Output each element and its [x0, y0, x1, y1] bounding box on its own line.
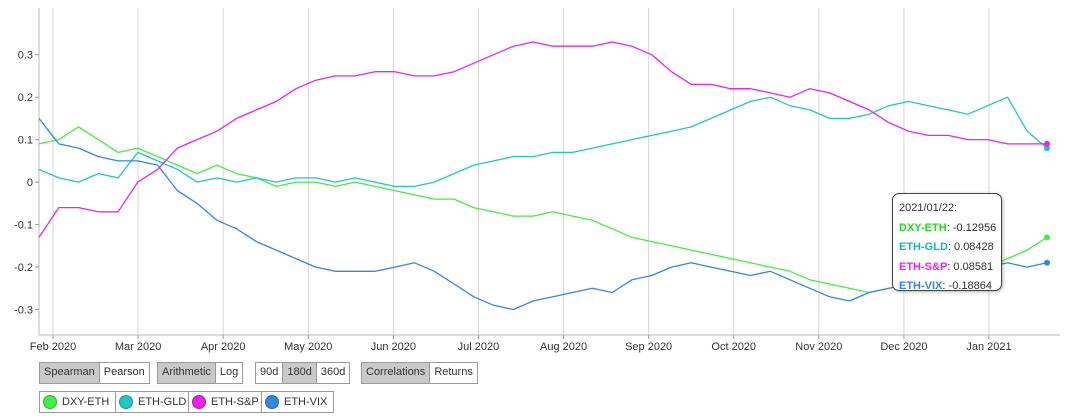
window-180d-button[interactable]: 180d [283, 363, 317, 383]
x-axis-ticks: Feb 2020 Mar 2020 Apr 2020 May 2020 Jun 2020… [30, 335, 1012, 353]
x-tick-label: Mar 2020 [115, 341, 161, 353]
spearman-button[interactable]: Spearman [40, 363, 100, 383]
x-tick-label: Jun 2020 [371, 341, 416, 353]
tooltip-date: 2021/01/22: [899, 202, 958, 214]
x-tick-label: Oct 2020 [711, 341, 756, 353]
log-button[interactable]: Log [219, 366, 239, 378]
series-line-eth-gld [38, 96, 1048, 188]
y-tick-label: -0.3 [14, 305, 33, 317]
chart-tooltip: 2021/01/22: DXY-ETH: -0.12956 ETH-GLD: 0… [892, 193, 1002, 292]
series-line-eth-s-p [38, 41, 1047, 238]
x-tick-label: Jul 2020 [458, 341, 500, 353]
scale-toggle: Arithmetic Log [157, 362, 244, 384]
correlation-method-toggle: Spearman Pearson [39, 362, 150, 384]
legend-item-eth-gld[interactable]: ETH-GLD [115, 391, 194, 413]
tooltip-series-value: 0.08428 [954, 241, 994, 253]
legend-item-eth-vix[interactable]: ETH-VIX [261, 391, 335, 413]
legend-label: ETH-GLD [138, 396, 187, 408]
view-toggle: Correlations Returns [361, 362, 478, 384]
tooltip-series-name: ETH-VIX [899, 280, 943, 292]
x-tick-label: May 2020 [284, 341, 332, 353]
y-tick-label: -0.1 [14, 220, 33, 232]
pearson-button[interactable]: Pearson [103, 366, 145, 378]
tooltip-series-name: DXY-ETH [899, 221, 947, 234]
y-tick-label: 0.2 [18, 92, 33, 104]
arithmetic-button[interactable]: Arithmetic [158, 363, 216, 383]
window-90d-button[interactable]: 90d [256, 363, 284, 383]
legend-item-eth-sp[interactable]: ETH-S&P [188, 391, 266, 413]
x-tick-label: Apr 2020 [201, 341, 246, 353]
y-axis-ticks: 0.3 0.2 0.1 0 -0.1 -0.2 -0.3 [14, 50, 39, 317]
window-toggle: 90d 180d 360d [255, 362, 351, 384]
window-360d-button[interactable]: 360d [320, 366, 346, 378]
y-tick-label: 0 [27, 177, 33, 189]
y-tick-label: -0.2 [14, 262, 33, 274]
tooltip-series-value: 0.08581 [953, 260, 994, 273]
correlation-chart: 0.3 0.2 0.1 0 -0.1 -0.2 -0.3 Feb 2020 Mar 2020 A… [14, 8, 1060, 353]
series-end-marker-eth-vix [1044, 259, 1050, 266]
chart-series [38, 41, 1048, 311]
series-end-markers [1044, 140, 1050, 266]
x-tick-label: Aug 2020 [540, 341, 587, 353]
legend-color-dot [192, 395, 206, 409]
correlations-button[interactable]: Correlations [362, 363, 431, 383]
tooltip-series-name: ETH-GLD [899, 241, 948, 253]
legend-label: ETH-VIX [284, 396, 328, 408]
y-tick-label: 0.3 [18, 50, 33, 62]
series-end-marker-eth-s-p [1044, 140, 1050, 147]
legend-color-dot [119, 395, 133, 409]
x-tick-label: Dec 2020 [880, 341, 927, 353]
tooltip-series-name: ETH-S&P [899, 260, 948, 273]
returns-button[interactable]: Returns [434, 366, 473, 378]
tooltip-row-eth-gld: ETH-GLD: 0.08428 [899, 241, 994, 253]
legend-label: ETH-S&P [211, 396, 259, 408]
legend-item-dxy-eth[interactable]: DXY-ETH [39, 391, 117, 413]
series-end-marker-eth-gld [1044, 145, 1050, 152]
tooltip-series-value: -0.12956 [952, 221, 997, 234]
tooltip-row-dxy-eth: DXY-ETH: -0.12956 [899, 221, 997, 234]
legend-color-dot [43, 395, 57, 409]
x-tick-label: Sep 2020 [625, 341, 672, 353]
x-tick-label: Feb 2020 [30, 341, 76, 353]
tooltip-row-eth-vix: ETH-VIX: -0.18864 [899, 280, 992, 292]
legend-label: DXY-ETH [62, 396, 110, 408]
tooltip-row-eth-sp: ETH-S&P: 0.08581 [899, 260, 994, 273]
series-line-eth-vix [38, 118, 1048, 311]
x-tick-label: Nov 2020 [795, 341, 842, 353]
legend-color-dot [265, 395, 279, 409]
x-tick-label: Jan 2021 [966, 341, 1011, 353]
tooltip-series-value: -0.18864 [948, 280, 992, 292]
y-tick-label: 0.1 [18, 135, 33, 147]
series-end-marker-dxy-eth [1044, 234, 1050, 241]
